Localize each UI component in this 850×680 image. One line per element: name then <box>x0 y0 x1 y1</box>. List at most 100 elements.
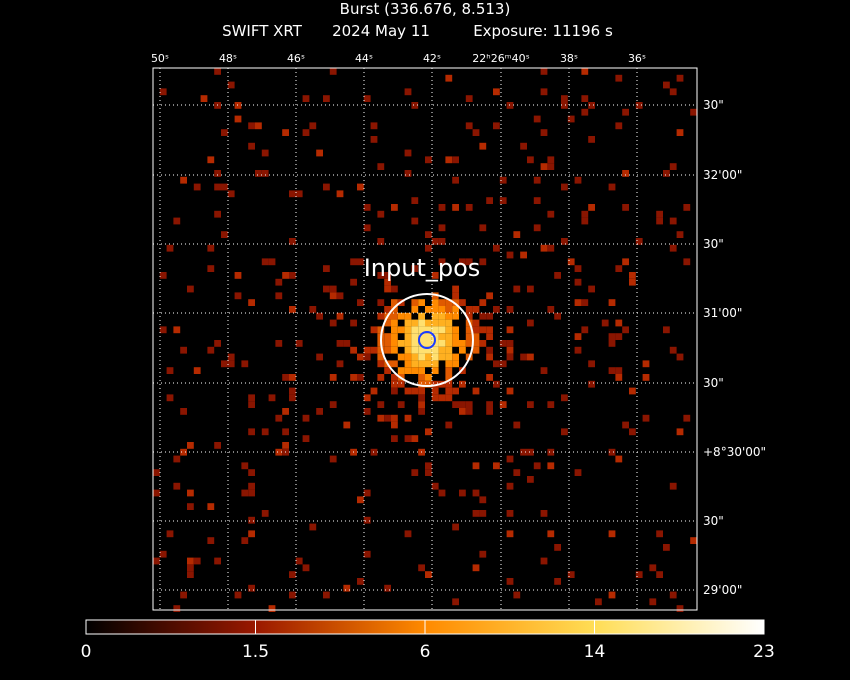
pixel <box>391 319 398 327</box>
pixel <box>452 156 459 164</box>
pixel <box>384 278 391 286</box>
pixel <box>207 503 215 510</box>
pixel <box>574 299 582 306</box>
pixel <box>486 353 493 361</box>
pixel <box>166 394 174 402</box>
pixel <box>615 319 623 327</box>
pixel <box>214 68 221 75</box>
pixel <box>506 326 514 334</box>
pixel <box>309 122 317 130</box>
pixel <box>431 346 439 354</box>
pixel <box>547 530 555 538</box>
pixel <box>323 95 330 102</box>
pixel <box>289 394 296 402</box>
pixel <box>159 550 167 558</box>
pixel <box>248 530 255 538</box>
pixel <box>234 115 242 123</box>
pixel <box>615 74 623 82</box>
pixel <box>302 414 310 422</box>
pixel <box>452 306 459 313</box>
pixel <box>493 88 500 96</box>
pixel <box>282 272 289 279</box>
pixel <box>554 312 561 320</box>
pixel <box>180 591 187 599</box>
pixel <box>567 258 575 266</box>
pixel <box>506 455 514 463</box>
pixel <box>289 306 296 313</box>
pixel <box>622 326 629 334</box>
instrument: SWIFT XRT <box>222 22 303 40</box>
pixel <box>615 265 623 272</box>
pixel <box>384 285 391 293</box>
pixel <box>445 394 453 402</box>
pixel <box>309 306 317 313</box>
pixel <box>261 510 269 517</box>
pixel <box>520 353 527 361</box>
pixel <box>363 550 371 558</box>
right-label: 30" <box>703 514 724 528</box>
pixel <box>227 81 235 89</box>
pixel <box>173 455 181 463</box>
pixel <box>329 292 337 300</box>
pixel <box>411 387 419 395</box>
pixel <box>289 190 296 198</box>
pixel <box>574 469 582 476</box>
pixel <box>214 183 221 191</box>
pixel <box>486 346 493 354</box>
pixel <box>418 353 425 361</box>
pixel <box>452 387 459 395</box>
pixel <box>629 272 636 279</box>
pixel <box>377 346 385 354</box>
pixel <box>472 462 480 470</box>
pixel <box>438 394 446 402</box>
pixel <box>370 387 378 395</box>
pixel <box>214 557 221 565</box>
pixel <box>207 346 215 354</box>
pixel <box>357 496 364 504</box>
pixel <box>418 312 425 320</box>
pixel <box>540 244 548 252</box>
pixel <box>316 353 323 361</box>
colorbar-label: 14 <box>584 642 606 662</box>
pixel <box>289 571 296 578</box>
pixel <box>561 238 568 245</box>
pixel <box>540 557 548 565</box>
pixel <box>166 367 174 374</box>
pixel <box>459 408 466 415</box>
pixel <box>561 183 568 191</box>
pixel <box>159 88 167 96</box>
pixel <box>676 428 684 436</box>
pixel <box>404 312 412 320</box>
colorbar-label: 1.5 <box>242 642 269 662</box>
pixel <box>479 340 487 347</box>
pixel <box>499 176 507 184</box>
pixel <box>377 238 385 245</box>
pixel <box>567 115 575 123</box>
pixel <box>479 142 487 150</box>
pixel <box>370 346 378 354</box>
pixel <box>431 353 439 361</box>
pixel <box>363 516 371 524</box>
pixel <box>445 380 453 388</box>
pixel <box>397 380 405 388</box>
pixel <box>363 95 371 102</box>
pixel <box>656 530 663 538</box>
pixel <box>275 448 283 456</box>
pixel <box>295 340 303 347</box>
colorbar-label: 0 <box>81 642 92 662</box>
pixel <box>506 251 514 259</box>
pixel <box>540 129 548 136</box>
pixel <box>425 306 432 313</box>
pixel <box>425 156 432 164</box>
pixel <box>411 353 419 361</box>
pixel <box>486 312 493 320</box>
pixel <box>629 278 636 286</box>
pixel <box>241 489 249 497</box>
position-marker <box>418 331 436 349</box>
pixel <box>377 374 385 381</box>
pixel <box>323 591 330 599</box>
pixel <box>493 462 500 470</box>
pixel <box>418 333 425 340</box>
pixel <box>404 360 412 368</box>
pixel <box>649 564 657 572</box>
